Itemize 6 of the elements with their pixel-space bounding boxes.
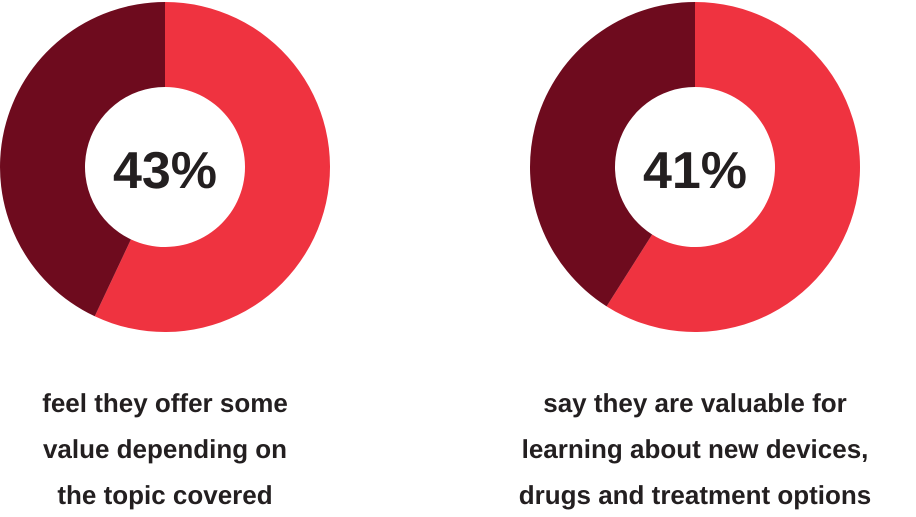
donut-slice [94, 2, 330, 332]
text: 43% [112, 142, 218, 200]
text: say they are valuable for learning about new devices, drugs and treatment options [518, 388, 872, 510]
text: feel they offer some value depending on the topic covered [42, 388, 288, 510]
donut-slice [606, 2, 860, 332]
text: 41% [642, 142, 748, 200]
